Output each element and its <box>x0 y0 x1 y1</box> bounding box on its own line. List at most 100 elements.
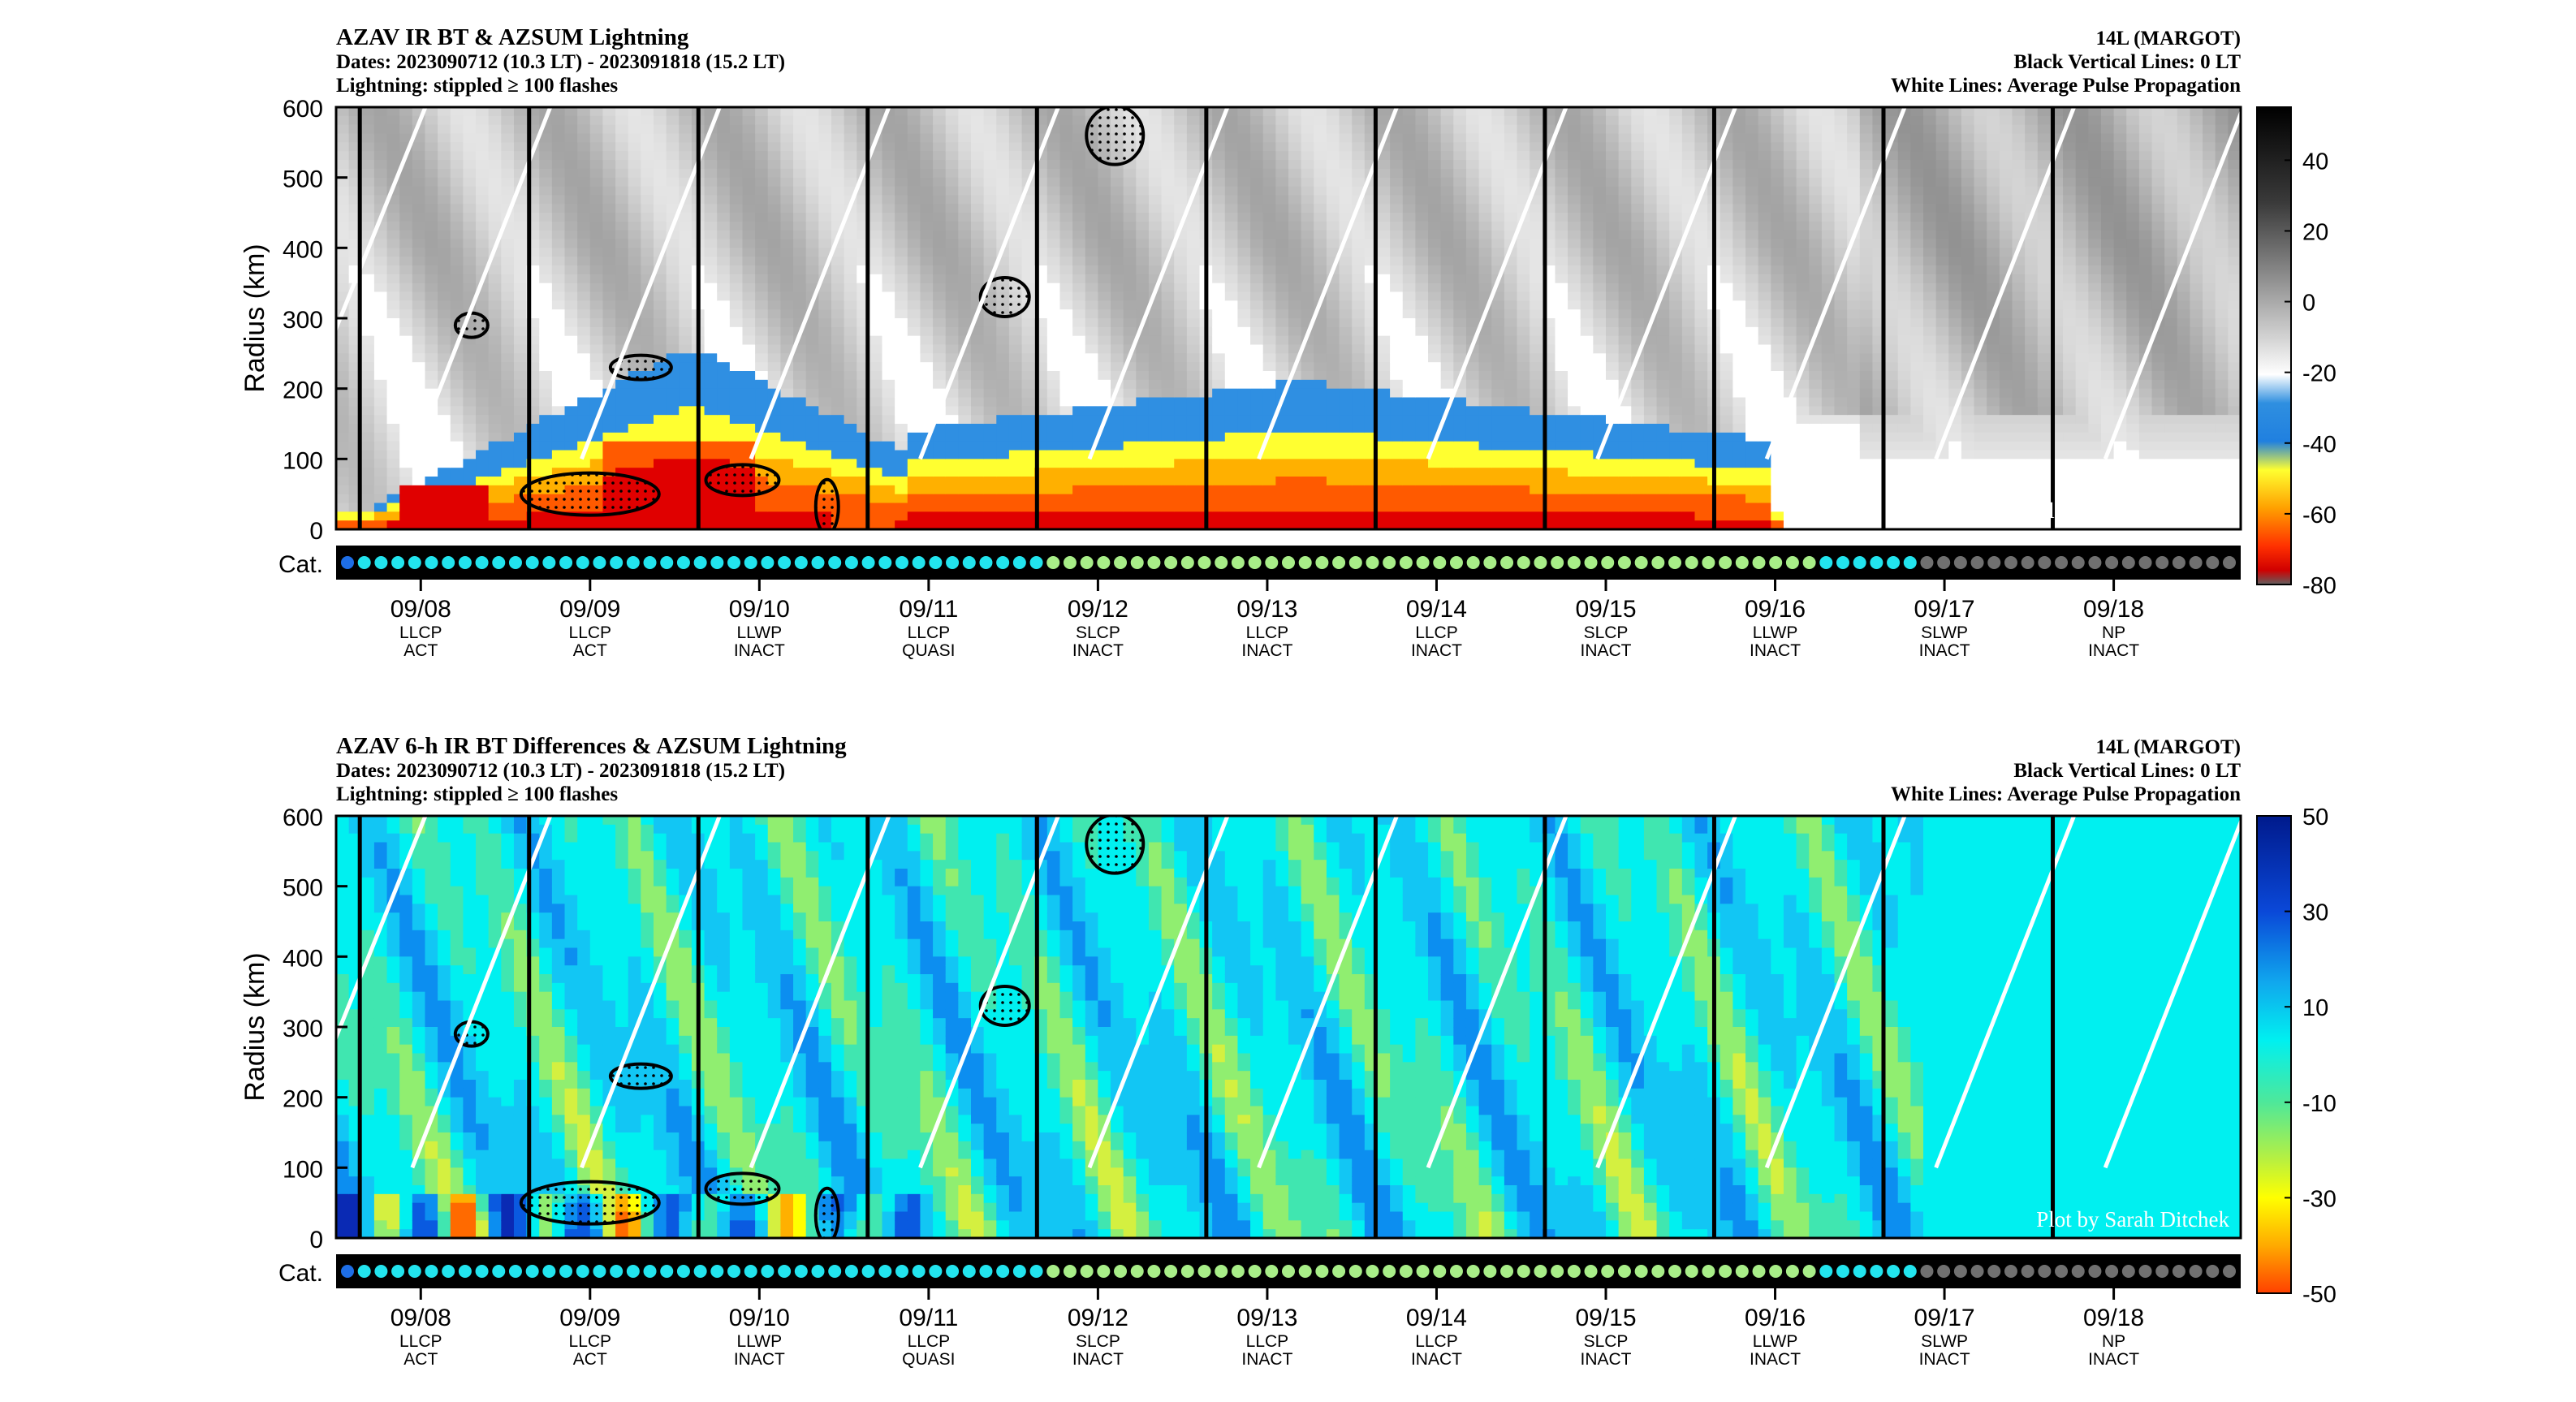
heatmap-cell <box>488 424 502 434</box>
heatmap-cell <box>1542 309 1556 319</box>
heatmap-cell <box>361 213 375 222</box>
heatmap-cell <box>1415 503 1429 512</box>
heatmap-cell <box>1478 124 1492 135</box>
heatmap-cell <box>1085 160 1098 170</box>
heatmap-cell <box>844 168 857 179</box>
heatmap-cell <box>882 230 895 240</box>
heatmap-cell <box>450 221 464 231</box>
heatmap-cell <box>1314 142 1327 152</box>
heatmap-cell <box>1136 406 1150 416</box>
heatmap-cell <box>425 160 438 170</box>
heatmap-cell <box>1301 432 1314 442</box>
heatmap-cell <box>1326 511 1340 521</box>
heatmap-cell <box>654 485 667 495</box>
heatmap-cell <box>1542 397 1556 407</box>
heatmap-cell <box>1428 397 1442 407</box>
heatmap-cell <box>654 142 667 152</box>
heatmap-cell <box>1275 424 1289 434</box>
heatmap-cell <box>882 318 895 328</box>
heatmap-cell <box>641 309 654 319</box>
heatmap-cell <box>933 168 947 179</box>
heatmap-cell <box>958 204 972 214</box>
heatmap-cell <box>857 115 870 126</box>
heatmap-cell <box>463 335 477 346</box>
heatmap-cell <box>1161 160 1175 170</box>
heatmap-cell <box>1631 274 1645 284</box>
heatmap-cell <box>717 326 731 337</box>
heatmap-cell <box>1212 133 1226 143</box>
heatmap-cell <box>1212 274 1226 284</box>
heatmap-cell <box>933 335 947 346</box>
heatmap-cell <box>1542 477 1556 486</box>
heatmap-cell <box>602 415 616 425</box>
heatmap-cell <box>1402 107 1416 117</box>
heatmap-cell <box>1021 133 1035 143</box>
heatmap-cell <box>1314 406 1327 416</box>
heatmap-cell <box>1275 248 1289 257</box>
heatmap-cell <box>488 353 502 363</box>
heatmap-cell <box>805 415 819 425</box>
heatmap-cell <box>1631 503 1645 512</box>
heatmap-cell <box>399 257 413 266</box>
heatmap-cell <box>526 239 540 248</box>
heatmap-cell <box>729 318 744 328</box>
heatmap-cell <box>1593 318 1607 328</box>
heatmap-cell <box>1288 142 1302 152</box>
heatmap-cell <box>1314 388 1327 399</box>
heatmap-cell <box>1491 265 1505 275</box>
heatmap-cell <box>1593 388 1607 399</box>
heatmap-cell <box>1148 239 1163 248</box>
heatmap-cell <box>958 477 972 486</box>
heatmap-cell <box>1237 239 1251 248</box>
heatmap-cell <box>920 115 934 126</box>
heatmap-cell <box>1568 309 1581 319</box>
heatmap-cell <box>615 511 629 521</box>
heatmap-cell <box>1453 291 1467 301</box>
heatmap-cell <box>1186 283 1201 293</box>
heatmap-cell <box>1275 300 1289 310</box>
heatmap-cell <box>1262 326 1276 337</box>
heatmap-cell <box>1555 379 1568 390</box>
heatmap-cell <box>1161 142 1175 152</box>
heatmap-cell <box>463 230 477 240</box>
heatmap-cell <box>628 186 641 196</box>
heatmap-cell <box>589 353 604 363</box>
heatmap-cell <box>399 186 413 196</box>
heatmap-cell <box>679 379 693 390</box>
heatmap-cell <box>1352 274 1366 284</box>
heatmap-cell <box>895 344 908 354</box>
heatmap-cell <box>1212 379 1226 390</box>
heatmap-cell <box>1111 309 1124 319</box>
heatmap-cell <box>1568 415 1581 425</box>
heatmap-cell <box>1415 353 1429 363</box>
heatmap-cell <box>742 318 756 328</box>
heatmap-cell <box>1593 257 1607 266</box>
heatmap-cell <box>1072 151 1086 161</box>
heatmap-cell <box>1059 283 1073 293</box>
heatmap-cell <box>577 520 591 529</box>
heatmap-cell <box>1478 300 1492 310</box>
heatmap-cell <box>1148 459 1163 468</box>
heatmap-cell <box>373 204 388 214</box>
heatmap-cell <box>882 388 895 399</box>
heatmap-cell <box>654 265 667 275</box>
heatmap-cell <box>882 406 895 416</box>
heatmap-cell <box>1593 415 1607 425</box>
heatmap-cell <box>564 213 578 222</box>
heatmap-cell <box>577 406 591 416</box>
heatmap-cell <box>1111 177 1124 188</box>
heatmap-cell <box>1111 326 1124 337</box>
heatmap-cell <box>1580 133 1594 143</box>
heatmap-cell <box>551 221 566 231</box>
heatmap-cell <box>1224 388 1239 399</box>
heatmap-cell <box>1428 344 1442 354</box>
heatmap-cell <box>564 520 578 529</box>
heatmap-cell <box>755 257 769 266</box>
heatmap-cell <box>1098 494 1111 504</box>
heatmap-cell <box>1606 424 1620 434</box>
heatmap-cell <box>1428 186 1442 196</box>
heatmap-cell <box>983 362 997 372</box>
heatmap-cell <box>1136 309 1150 319</box>
heatmap-cell <box>1034 335 1048 346</box>
heatmap-cell <box>1161 511 1175 521</box>
